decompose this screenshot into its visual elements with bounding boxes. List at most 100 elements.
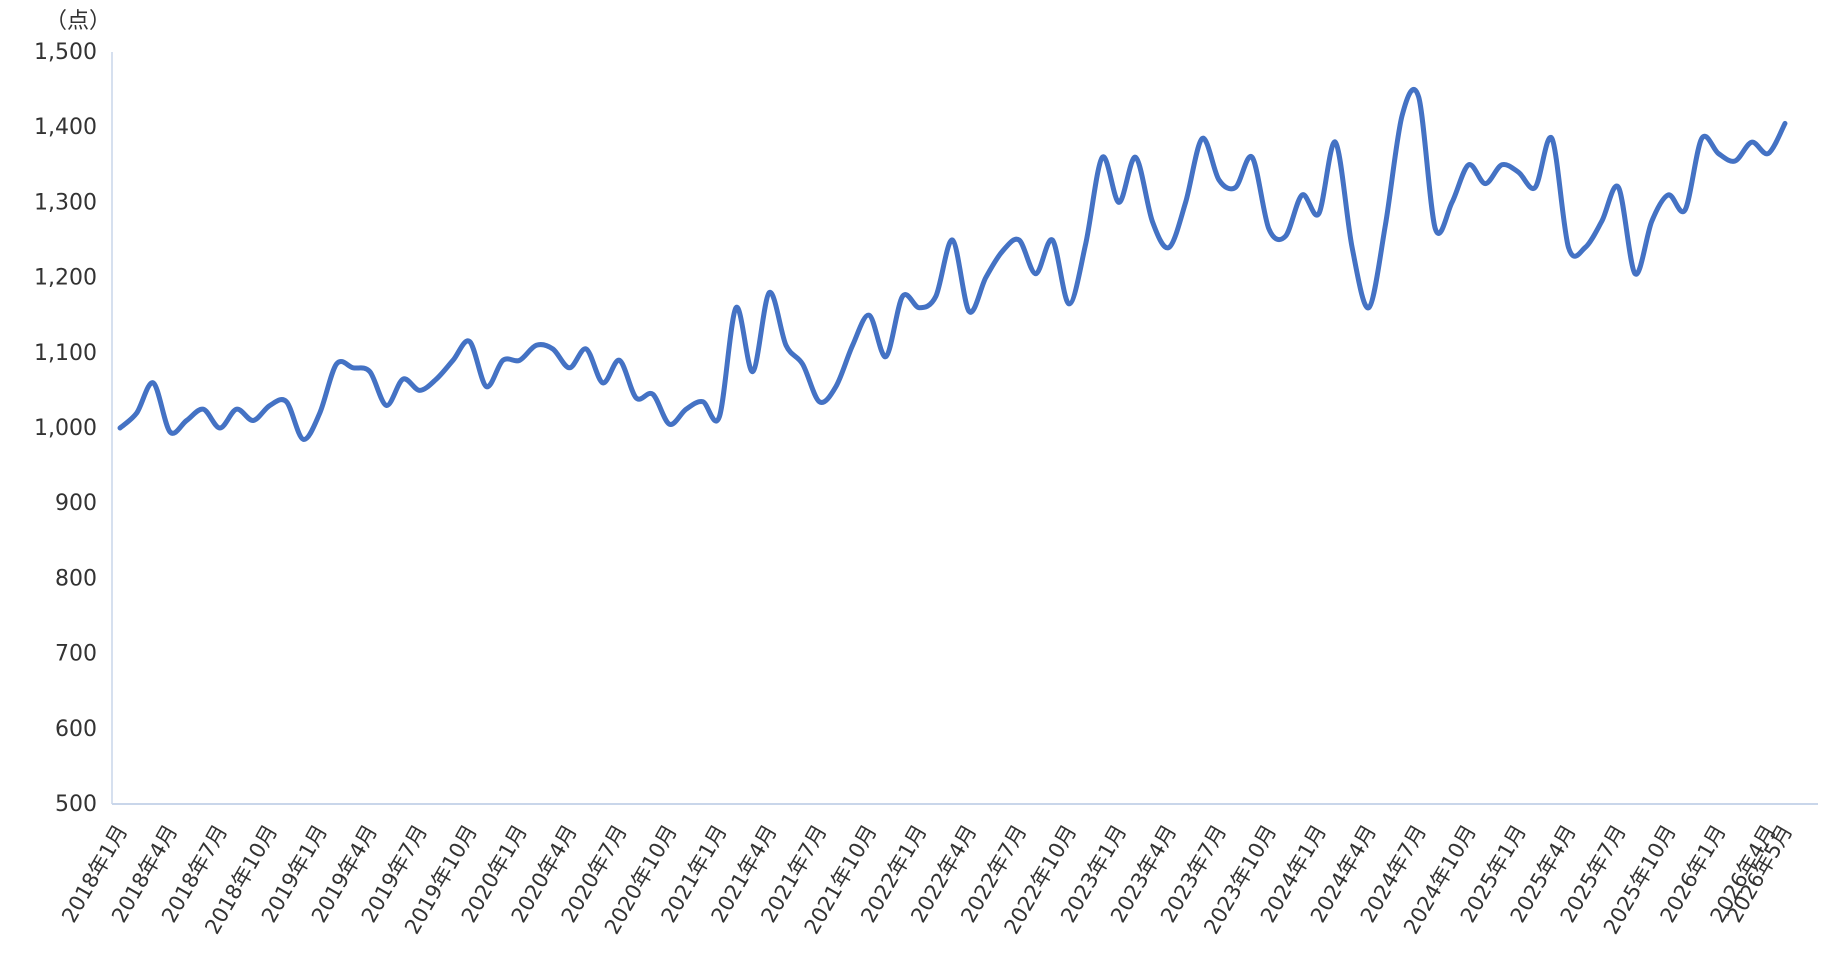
- data-point: [1750, 140, 1754, 144]
- y-axis: 1,500 1,400 1,300 1,200 1,100 1,000 900 800 700 6…: [34, 40, 113, 817]
- data-point: [817, 400, 821, 404]
- data-point: [1100, 155, 1104, 159]
- data-point: [1617, 185, 1621, 189]
- data-point: [434, 377, 438, 381]
- data-point: [1417, 95, 1421, 99]
- y-tick-label: 1,500: [34, 40, 97, 65]
- data-point: [1117, 200, 1121, 204]
- data-point: [884, 355, 888, 359]
- data-point: [1267, 227, 1271, 231]
- y-tick-label: 1,400: [34, 115, 97, 140]
- data-point: [834, 385, 838, 389]
- data-point: [1150, 219, 1154, 223]
- data-point: [1167, 246, 1171, 250]
- data-point: [285, 400, 289, 404]
- data-point: [418, 388, 422, 392]
- data-point: [1184, 200, 1188, 204]
- data-point: [1633, 272, 1637, 276]
- data-point: [1234, 185, 1238, 189]
- data-point: [118, 426, 122, 430]
- data-point: [1250, 155, 1254, 159]
- y-tick-label: 1,200: [34, 266, 97, 291]
- data-point: [1550, 137, 1554, 141]
- data-point: [401, 377, 405, 381]
- data-point: [651, 392, 655, 396]
- data-point: [1433, 227, 1437, 231]
- data-point: [568, 366, 572, 370]
- data-point: [1450, 200, 1454, 204]
- data-point: [967, 309, 971, 313]
- data-point: [1300, 193, 1304, 197]
- data-point: [1200, 137, 1204, 141]
- data-point: [1716, 152, 1720, 156]
- data-point: [1134, 155, 1138, 159]
- data-point: [1567, 246, 1571, 250]
- data-point: [451, 358, 455, 362]
- data-point: [1783, 121, 1787, 125]
- data-point: [951, 238, 955, 242]
- data-point: [784, 343, 788, 347]
- data-point: [235, 407, 239, 411]
- data-point: [1217, 178, 1221, 182]
- data-point: [185, 419, 189, 423]
- series-points: [118, 95, 1787, 441]
- data-point: [1766, 152, 1770, 156]
- data-point: [801, 362, 805, 366]
- data-point: [135, 411, 139, 415]
- data-point: [751, 370, 755, 374]
- data-point: [1483, 182, 1487, 186]
- data-point: [1383, 223, 1387, 227]
- data-point: [1367, 306, 1371, 310]
- data-point: [1583, 246, 1587, 250]
- data-point: [318, 411, 322, 415]
- data-point: [368, 370, 372, 374]
- data-point: [1067, 302, 1071, 306]
- data-point: [767, 291, 771, 295]
- data-point: [501, 358, 505, 362]
- data-point: [1317, 212, 1321, 216]
- data-point: [151, 381, 155, 385]
- data-point: [201, 407, 205, 411]
- data-point: [1700, 137, 1704, 141]
- data-point: [601, 381, 605, 385]
- data-point: [684, 407, 688, 411]
- data-point: [1350, 246, 1354, 250]
- y-tick-label: 1,100: [34, 341, 97, 366]
- data-point: [1733, 159, 1737, 163]
- data-point: [1084, 242, 1088, 246]
- data-point: [734, 306, 738, 310]
- data-point: [468, 340, 472, 344]
- data-point: [301, 437, 305, 441]
- data-point: [634, 396, 638, 400]
- data-point: [384, 403, 388, 407]
- data-point: [584, 347, 588, 351]
- data-point: [518, 358, 522, 362]
- data-point: [701, 400, 705, 404]
- data-point: [1683, 208, 1687, 212]
- y-tick-label: 1,300: [34, 190, 97, 215]
- data-point: [168, 430, 172, 434]
- data-point: [251, 419, 255, 423]
- data-point: [1034, 272, 1038, 276]
- data-point: [618, 358, 622, 362]
- data-point: [717, 415, 721, 419]
- data-point: [1284, 234, 1288, 238]
- data-point: [534, 343, 538, 347]
- x-axis: 2018年1月2018年4月2018年7月2018年10月2019年1月2019…: [57, 803, 1818, 938]
- y-tick-label: 800: [55, 566, 97, 591]
- data-point: [1533, 185, 1537, 189]
- data-point: [268, 403, 272, 407]
- data-point: [218, 426, 222, 430]
- data-point: [1517, 170, 1521, 174]
- data-point: [901, 294, 905, 298]
- y-tick-label: 1,000: [34, 416, 97, 441]
- y-unit-label: （点）: [45, 9, 111, 34]
- data-point: [1400, 114, 1404, 118]
- data-point: [1050, 238, 1054, 242]
- data-point: [484, 385, 488, 389]
- data-point: [867, 313, 871, 317]
- series-line: [117, 87, 1788, 442]
- data-point: [551, 347, 555, 351]
- data-point: [851, 343, 855, 347]
